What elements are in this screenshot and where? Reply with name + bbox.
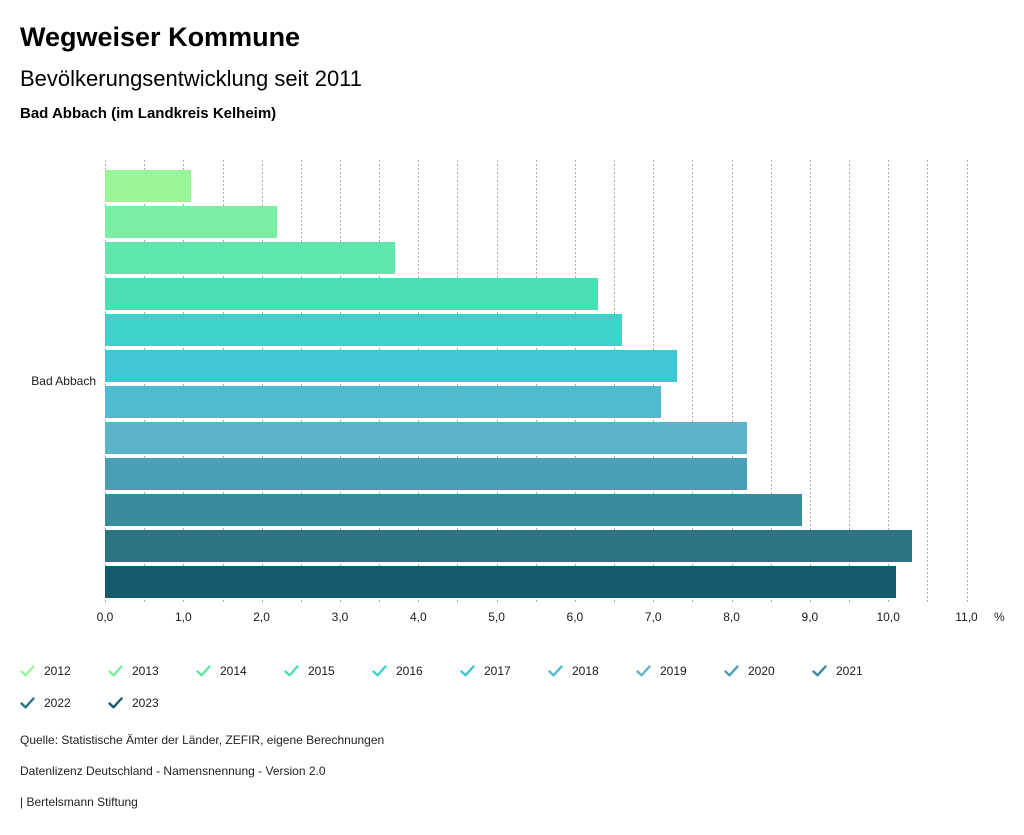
gridline xyxy=(770,160,772,603)
legend-year-label: 2023 xyxy=(132,696,159,710)
x-tick-label: 0,0 xyxy=(96,610,114,624)
legend-item-2015[interactable]: 2015 xyxy=(284,655,372,687)
source-line: Quelle: Statistische Ämter der Länder, Z… xyxy=(20,733,385,747)
bar-chart-plot-area xyxy=(105,160,1007,603)
bar-2018[interactable] xyxy=(105,386,662,418)
legend-year-label: 2012 xyxy=(44,664,71,678)
gridline xyxy=(966,160,968,603)
bar-2013[interactable] xyxy=(105,206,278,238)
chart-location-subtitle: Bad Abbach (im Landkreis Kelheim) xyxy=(20,105,277,122)
x-axis-unit-label: % xyxy=(994,610,1005,624)
x-tick-label: 6,0 xyxy=(566,610,584,624)
checkmark-icon xyxy=(548,665,563,677)
legend-item-2014[interactable]: 2014 xyxy=(196,655,284,687)
legend-year-label: 2014 xyxy=(220,664,247,678)
legend-year-label: 2019 xyxy=(660,664,687,678)
legend-item-2019[interactable]: 2019 xyxy=(636,655,724,687)
legend-year-label: 2021 xyxy=(836,664,863,678)
bar-2023[interactable] xyxy=(105,566,896,598)
gridline xyxy=(809,160,811,603)
x-tick-label: 1,0 xyxy=(174,610,192,624)
checkmark-icon xyxy=(108,665,123,677)
legend-item-2013[interactable]: 2013 xyxy=(108,655,196,687)
chart-footer: Quelle: Statistische Ämter der Länder, Z… xyxy=(20,733,384,826)
publisher-line: | Bertelsmann Stiftung xyxy=(20,795,138,809)
bar-2015[interactable] xyxy=(105,278,599,310)
x-axis: % 0,0 1,0 2,0 3,0 4,0 5,0 6,0 7,0 8,0 9,0 10,0 11,0 xyxy=(97,610,1024,628)
x-tick-label: 2,0 xyxy=(253,610,270,624)
checkmark-icon xyxy=(108,697,123,709)
legend-item-2023[interactable]: 2023 xyxy=(108,687,196,719)
checkmark-icon xyxy=(812,665,827,677)
legend-year-label: 2015 xyxy=(308,664,335,678)
chart-legend: 2012 2013 2014 2015 2016 2017 2018 2019 2020 2021… xyxy=(20,655,960,719)
y-axis-category-label: Bad Abbach xyxy=(31,374,96,388)
bar-2016[interactable] xyxy=(105,314,622,346)
x-tick-label: 5,0 xyxy=(488,610,505,624)
legend-year-label: 2018 xyxy=(572,664,599,678)
legend-item-2017[interactable]: 2017 xyxy=(460,655,548,687)
legend-item-2022[interactable]: 2022 xyxy=(20,687,108,719)
bar-2021[interactable] xyxy=(105,494,802,526)
bar-2012[interactable] xyxy=(105,170,192,202)
bar-2022[interactable] xyxy=(105,530,912,562)
page-title: Wegweiser Kommune xyxy=(20,22,301,52)
checkmark-icon xyxy=(20,697,35,709)
legend-item-2016[interactable]: 2016 xyxy=(372,655,460,687)
checkmark-icon xyxy=(636,665,651,677)
x-tick-label: 7,0 xyxy=(644,610,662,624)
checkmark-icon xyxy=(196,665,211,677)
checkmark-icon xyxy=(460,665,475,677)
checkmark-icon xyxy=(284,665,299,677)
legend-year-label: 2022 xyxy=(44,696,71,710)
chart-title: Bevölkerungsentwicklung seit 2011 xyxy=(20,66,363,91)
checkmark-icon xyxy=(372,665,387,677)
bar-2014[interactable] xyxy=(105,242,395,274)
x-tick-label: 3,0 xyxy=(331,610,349,624)
legend-year-label: 2016 xyxy=(396,664,423,678)
legend-year-label: 2013 xyxy=(132,664,159,678)
bar-2017[interactable] xyxy=(105,350,677,382)
legend-item-2020[interactable]: 2020 xyxy=(724,655,812,687)
checkmark-icon xyxy=(20,665,35,677)
checkmark-icon xyxy=(724,665,739,677)
gridline xyxy=(731,160,733,603)
gridline xyxy=(927,160,929,603)
bar-2020[interactable] xyxy=(105,458,748,490)
gridline xyxy=(692,160,694,603)
license-line: Datenlizenz Deutschland - Namensnennung … xyxy=(20,764,326,778)
legend-item-2018[interactable]: 2018 xyxy=(548,655,636,687)
legend-year-label: 2020 xyxy=(748,664,775,678)
x-tick-label: 10,0 xyxy=(876,610,900,624)
legend-year-label: 2017 xyxy=(484,664,511,678)
x-tick-label: 8,0 xyxy=(723,610,740,624)
legend-item-2012[interactable]: 2012 xyxy=(20,655,108,687)
x-tick-label: 4,0 xyxy=(409,610,427,624)
bar-2019[interactable] xyxy=(105,422,748,454)
gridline xyxy=(849,160,850,603)
gridline xyxy=(888,160,890,603)
x-tick-label: 11,0 xyxy=(955,610,978,624)
x-tick-label: 9,0 xyxy=(801,610,819,624)
legend-item-2021[interactable]: 2021 xyxy=(812,655,900,687)
